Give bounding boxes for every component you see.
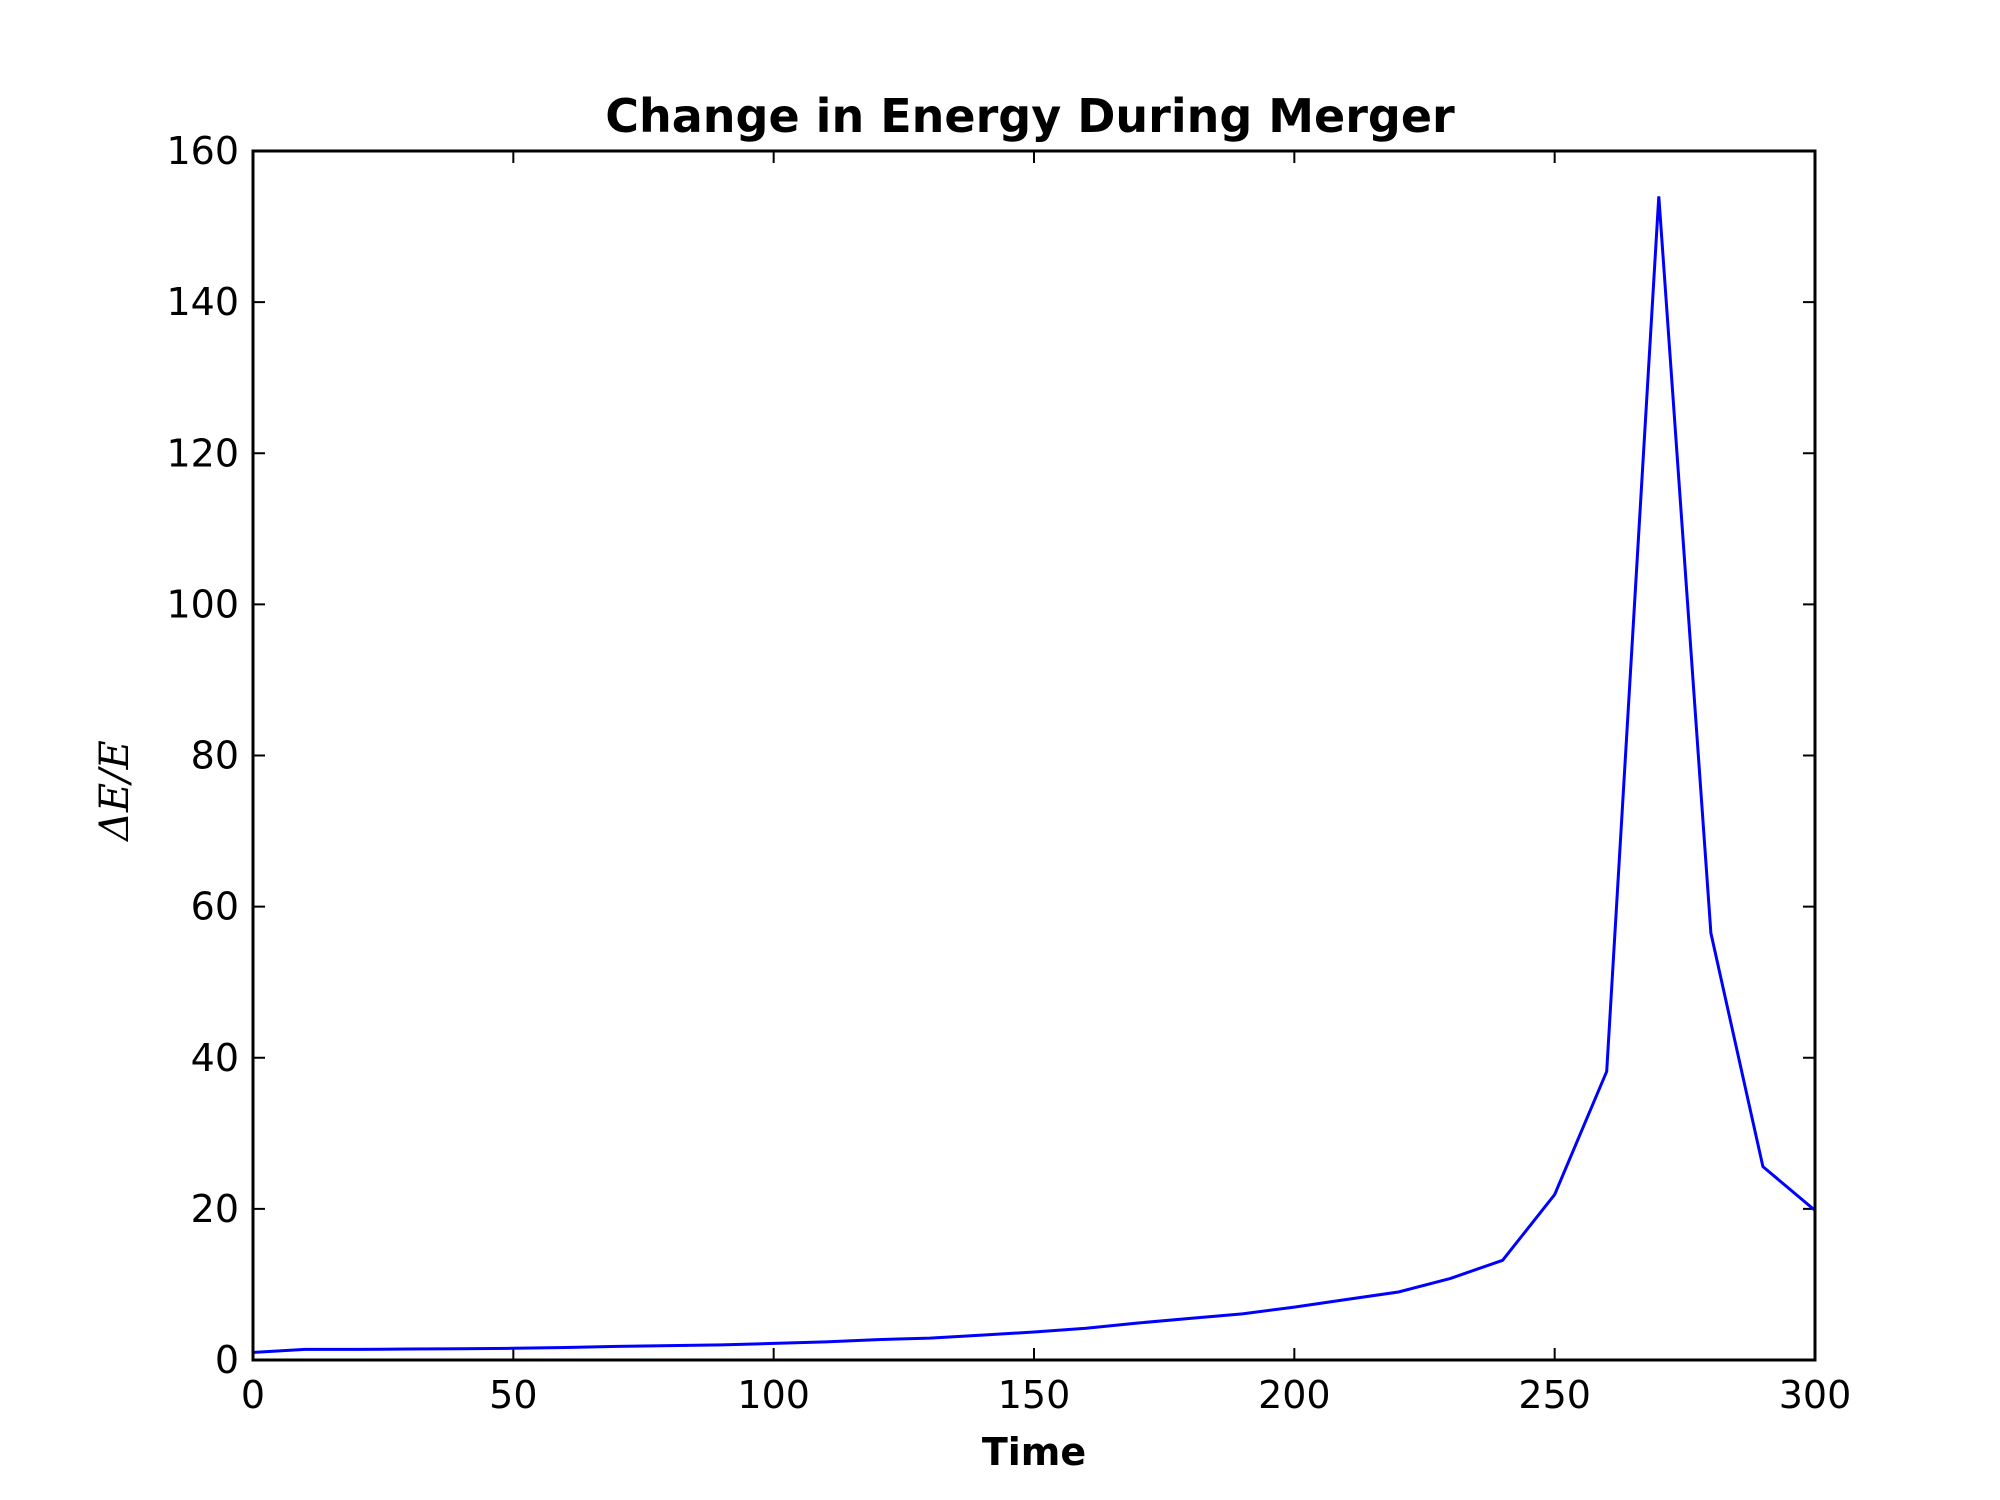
y-tick-label: 140 xyxy=(166,280,239,324)
x-axis-ticks: 0 50 100 150 200 250 300 xyxy=(241,151,1851,1417)
x-tick-label: 0 xyxy=(241,1373,265,1417)
y-axis-ticks: 0 20 40 60 80 100 120 140 160 xyxy=(166,129,1815,1382)
y-tick-label: 80 xyxy=(191,734,239,778)
chart-title: Change in Energy During Merger xyxy=(605,89,1455,143)
x-tick-label: 50 xyxy=(489,1373,537,1417)
y-tick-label: 40 xyxy=(191,1036,239,1080)
y-axis-label: ΔE/E xyxy=(92,740,138,843)
x-tick-label: 250 xyxy=(1518,1373,1591,1417)
x-tick-label: 200 xyxy=(1258,1373,1331,1417)
plot-frame xyxy=(251,149,1817,1362)
x-axis-label: Time xyxy=(982,1430,1086,1474)
y-tick-label: 160 xyxy=(166,129,239,173)
y-tick-label: 20 xyxy=(191,1187,239,1231)
y-tick-label: 100 xyxy=(166,582,239,626)
series-line-0 xyxy=(252,196,1816,1354)
x-tick-label: 150 xyxy=(998,1373,1071,1417)
y-tick-label: 120 xyxy=(166,431,239,475)
x-tick-label: 100 xyxy=(737,1373,810,1417)
y-tick-label: 0 xyxy=(215,1338,239,1382)
y-tick-label: 60 xyxy=(191,885,239,929)
series-layer xyxy=(252,196,1816,1354)
x-tick-label: 300 xyxy=(1779,1373,1852,1417)
